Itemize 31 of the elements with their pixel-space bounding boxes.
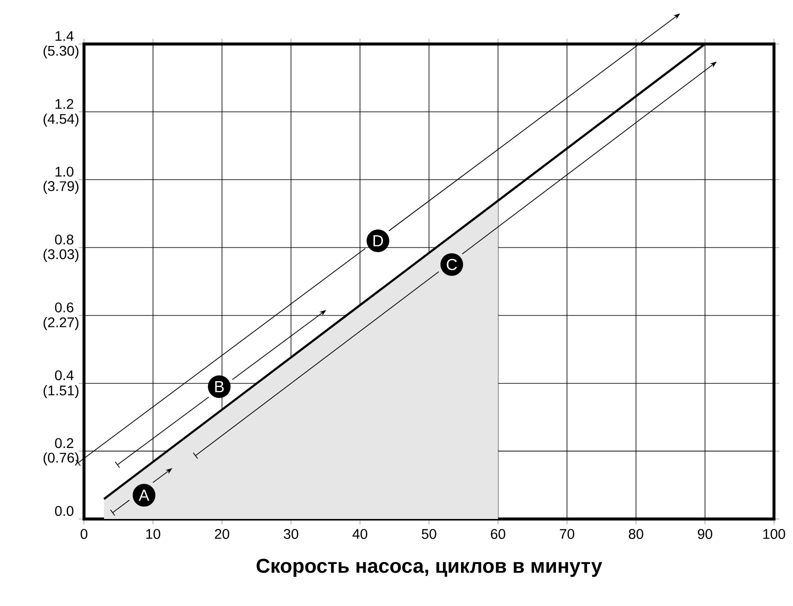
x-tick-label: 10 bbox=[146, 529, 160, 539]
y-tick-label: 0.0 bbox=[55, 506, 74, 516]
x-tick-label: 50 bbox=[422, 529, 436, 539]
y-tick-label: 1.2 bbox=[56, 98, 74, 109]
y2-tick-label: (4.54) bbox=[44, 114, 78, 127]
y2-tick-label: (2.27) bbox=[44, 317, 78, 330]
y2-tick-label: (0.76) bbox=[44, 452, 78, 466]
y2-tick-label: (5.30) bbox=[44, 45, 78, 59]
x-tick-label: 80 bbox=[628, 529, 644, 539]
y-tick-label: 0.4 bbox=[55, 370, 74, 380]
y-tick-label: 0.8 bbox=[55, 234, 74, 245]
x-tick-label: 70 bbox=[560, 529, 574, 539]
x-tick-label: 0 bbox=[80, 529, 88, 539]
y-tick-label: 1.4 bbox=[56, 31, 74, 41]
annotation: A bbox=[138, 490, 150, 501]
annotation: D bbox=[373, 235, 383, 246]
y2-tick-label: (3.03) bbox=[44, 248, 78, 262]
y2-tick-label: (1.51) bbox=[44, 385, 78, 398]
x-tick-label: 20 bbox=[214, 529, 230, 539]
x-tick-label: 100 bbox=[763, 529, 786, 539]
x-tick-label: 30 bbox=[284, 529, 298, 539]
x-tick-label: 60 bbox=[490, 529, 506, 539]
x-tick-label: 40 bbox=[352, 529, 368, 539]
annotation: B bbox=[215, 381, 224, 392]
y2-tick-label: (3.79) bbox=[44, 180, 78, 194]
x-tick-label: 90 bbox=[698, 529, 712, 539]
y-tick-label: 0.6 bbox=[55, 302, 74, 312]
y-tick-label: 0.2 bbox=[55, 438, 74, 448]
annotation: C bbox=[446, 258, 457, 270]
y-tick-label: 1.0 bbox=[56, 166, 74, 177]
x-axis-title: Скорость насоса, циклов в минуту bbox=[256, 558, 602, 577]
